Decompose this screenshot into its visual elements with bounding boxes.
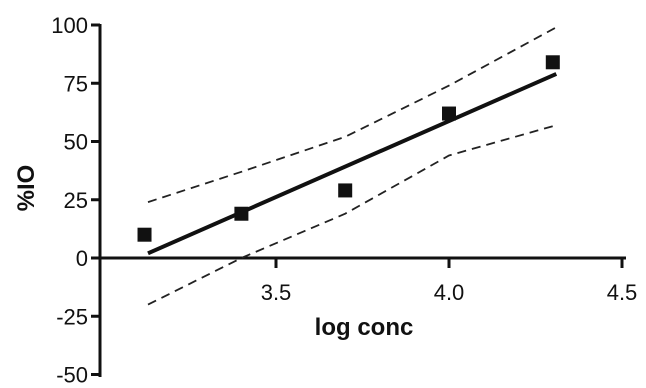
data-point bbox=[137, 227, 152, 242]
fit-line bbox=[147, 72, 558, 256]
y-tick-label: -25 bbox=[56, 304, 88, 329]
y-axis-title: %IO bbox=[13, 165, 40, 212]
y-tick-label: -50 bbox=[56, 363, 88, 388]
y-tick-label: 0 bbox=[76, 246, 88, 271]
upper-confidence-band bbox=[147, 26, 557, 203]
lower-confidence-band bbox=[147, 124, 557, 306]
x-tick-label: 4.5 bbox=[607, 280, 638, 305]
data-point bbox=[234, 206, 249, 221]
data-point bbox=[545, 55, 560, 70]
data-point bbox=[338, 183, 353, 198]
y-tick-label: 25 bbox=[64, 188, 88, 213]
y-tick-label: 100 bbox=[51, 13, 88, 38]
data-point bbox=[442, 106, 456, 121]
x-tick-label: 3.5 bbox=[261, 280, 292, 305]
fit-line-layer bbox=[147, 72, 558, 256]
x-tick-label: 4.0 bbox=[434, 280, 465, 305]
axes: -50 -25 0 25 50 75 100 3.5 4.0 4.5 bbox=[51, 13, 637, 388]
y-tick-label: 50 bbox=[64, 130, 88, 155]
data-points bbox=[137, 55, 560, 242]
x-axis-title: log conc bbox=[315, 314, 414, 341]
y-tick-label: 75 bbox=[64, 71, 88, 96]
confidence-bands bbox=[147, 26, 557, 306]
